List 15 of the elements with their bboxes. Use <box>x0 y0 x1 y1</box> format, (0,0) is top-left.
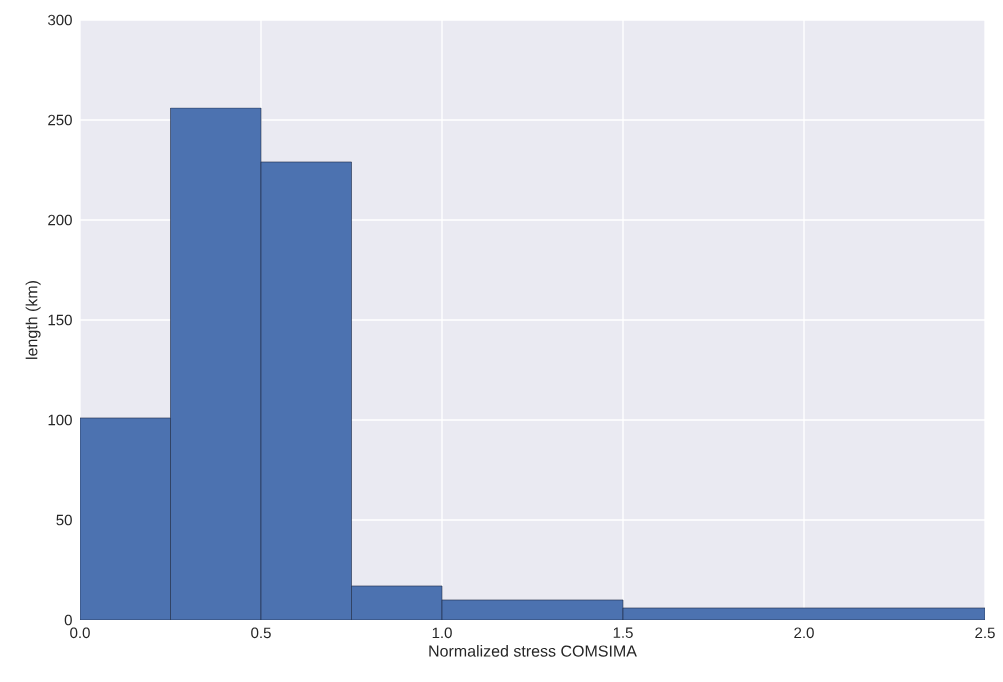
y-tick-label: 100 <box>48 414 72 426</box>
y-axis-title: length (km) <box>25 281 41 359</box>
x-tick-label: 0.0 <box>70 627 90 639</box>
y-tick-label: 0 <box>64 614 72 626</box>
x-tick-label: 2.5 <box>975 627 995 639</box>
y-tick-label: 250 <box>48 114 72 126</box>
x-tick-label: 1.0 <box>432 627 452 639</box>
x-tick-label: 1.5 <box>613 627 633 638</box>
y-tick-label: 150 <box>48 314 72 326</box>
x-axis-title: Normalized stress COMSIMA <box>429 645 637 657</box>
y-tick-label: 200 <box>48 214 72 226</box>
x-tick-label: 0.5 <box>251 627 271 639</box>
y-tick-label: 300 <box>48 14 72 26</box>
x-tick-label: 2.0 <box>794 627 814 639</box>
y-tick-label: 50 <box>56 514 72 526</box>
